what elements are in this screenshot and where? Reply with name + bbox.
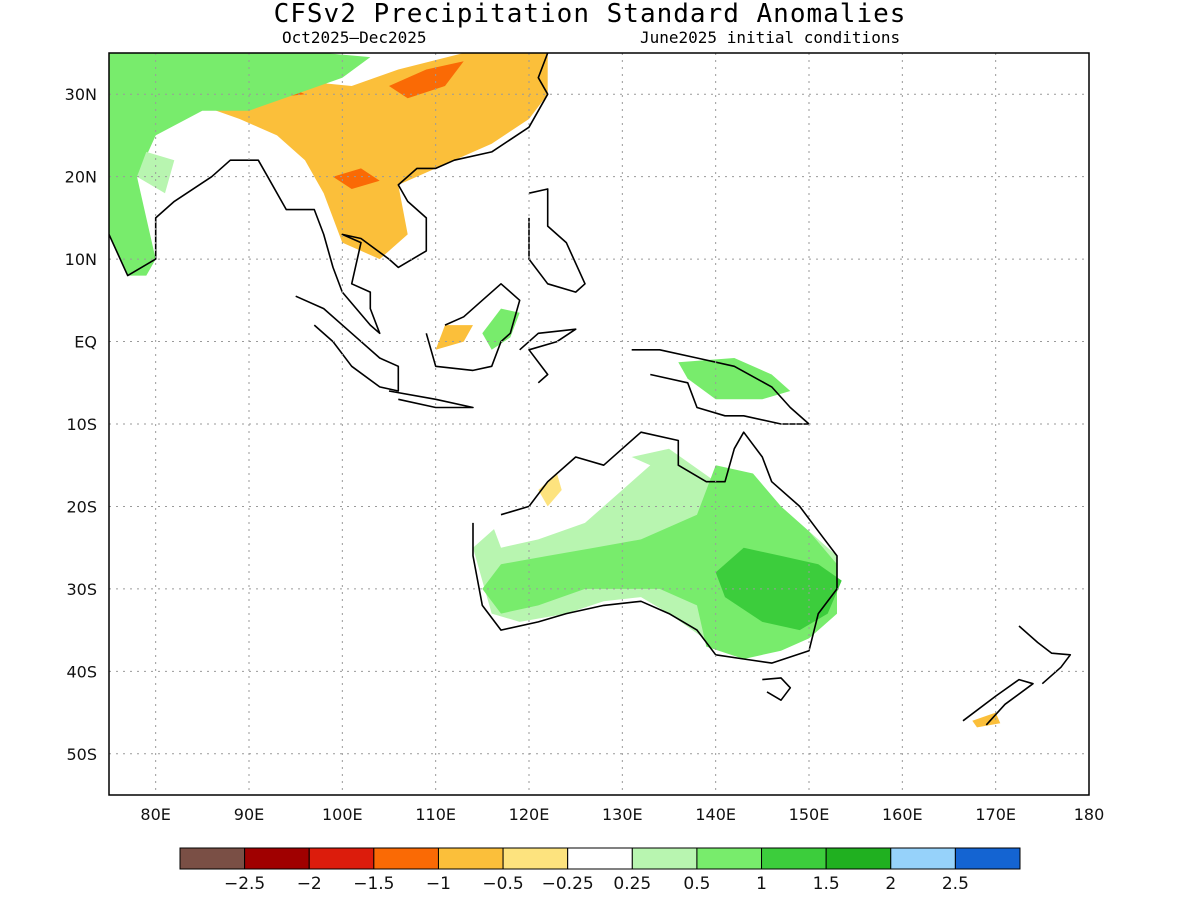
axis-labels: 30N 20N 10N EQ 10S 20S 30S 40S 50S 80E 90E 100E 110E… bbox=[65, 85, 1105, 824]
anomaly-region bbox=[678, 358, 791, 400]
coastline bbox=[962, 678, 1034, 726]
initial-conditions: June2025 initial conditions bbox=[640, 28, 901, 47]
coastline bbox=[519, 328, 577, 384]
anomaly-shading bbox=[109, 53, 1001, 728]
colorbar-label: −0.5 bbox=[482, 874, 523, 894]
colorbar-label: 0.25 bbox=[613, 874, 651, 894]
colorbar-label: 2 bbox=[885, 874, 896, 894]
coastline bbox=[295, 295, 400, 392]
coastline bbox=[762, 677, 792, 702]
colorbar-swatch bbox=[308, 847, 375, 870]
latitude-label: 10S bbox=[66, 415, 97, 434]
coastline bbox=[425, 282, 521, 372]
latitude-label: 50S bbox=[66, 745, 97, 764]
colorbar-swatch bbox=[244, 847, 310, 870]
colorbar-label: −0.25 bbox=[542, 874, 594, 894]
longitude-label: 140E bbox=[695, 805, 736, 824]
colorbar-swatch bbox=[954, 847, 1021, 870]
anomaly-region bbox=[538, 473, 562, 507]
anomaly-region bbox=[715, 547, 842, 631]
anomaly-region bbox=[435, 325, 473, 350]
latitude-label: 20S bbox=[66, 497, 97, 516]
coastline bbox=[1018, 625, 1072, 685]
latitude-label: 10N bbox=[65, 250, 97, 269]
coastlines bbox=[109, 53, 1072, 726]
colorbar-label: 2.5 bbox=[942, 874, 969, 894]
longitude-label: 120E bbox=[509, 805, 550, 824]
colorbar-swatch bbox=[890, 847, 956, 870]
longitude-label: 110E bbox=[415, 805, 456, 824]
longitude-label: 100E bbox=[322, 805, 363, 824]
forecast-period: Oct2025–Dec2025 bbox=[282, 28, 427, 47]
anomaly-region bbox=[109, 53, 371, 276]
colorbar-swatch bbox=[373, 847, 439, 870]
longitude-label: 80E bbox=[140, 805, 170, 824]
coastline bbox=[472, 431, 838, 664]
colorbar-swatch bbox=[502, 847, 569, 870]
colorbar-swatch bbox=[825, 847, 892, 870]
longitude-label: 90E bbox=[234, 805, 264, 824]
colorbar-label: −1 bbox=[426, 874, 451, 894]
longitude-label: 170E bbox=[975, 805, 1016, 824]
colorbar-swatch bbox=[567, 847, 633, 870]
coastline bbox=[388, 390, 474, 409]
coastline bbox=[109, 53, 549, 335]
colorbar-label: 1.5 bbox=[813, 874, 840, 894]
anomaly-region bbox=[491, 457, 651, 548]
colorbar-swatch bbox=[761, 847, 827, 870]
anomaly-region bbox=[333, 168, 380, 189]
longitude-label: 180 bbox=[1074, 805, 1105, 824]
longitude-label: 150E bbox=[789, 805, 830, 824]
colorbar-swatch bbox=[631, 847, 698, 870]
grid-lines bbox=[109, 53, 1089, 795]
latitude-label: 20N bbox=[65, 168, 97, 187]
colorbar-swatch bbox=[179, 847, 246, 870]
latitude-label: EQ bbox=[74, 333, 97, 352]
map-frame bbox=[108, 52, 1090, 796]
anomaly-region bbox=[482, 308, 520, 350]
latitude-label: 40S bbox=[66, 662, 97, 681]
colorbar-swatch bbox=[437, 847, 504, 870]
colorbar: −2.5 −2 −1.5 −1 −0.5 −0.25 0.25 0.5 1 1.5 2 2.5 bbox=[179, 847, 1021, 894]
colorbar-label: −2 bbox=[297, 874, 322, 894]
latitude-label: 30S bbox=[66, 580, 97, 599]
longitude-label: 130E bbox=[602, 805, 643, 824]
coastline bbox=[528, 188, 586, 293]
colorbar-label: −2.5 bbox=[224, 874, 265, 894]
colorbar-swatch bbox=[696, 847, 763, 870]
map-title: CFSv2 Precipitation Standard Anomalies bbox=[273, 0, 907, 29]
colorbar-label: −1.5 bbox=[353, 874, 394, 894]
anomaly-region bbox=[389, 61, 464, 99]
latitude-label: 30N bbox=[65, 85, 97, 104]
colorbar-label: 1 bbox=[756, 874, 767, 894]
longitude-label: 160E bbox=[882, 805, 923, 824]
colorbar-label: 0.5 bbox=[683, 874, 710, 894]
